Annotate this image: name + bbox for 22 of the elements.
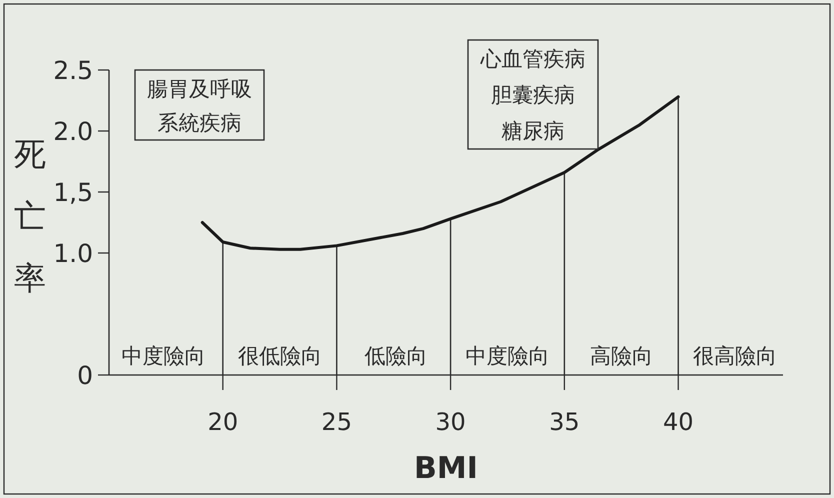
ytick: 0 — [77, 361, 93, 390]
xtick: 25 — [321, 408, 352, 436]
ylabel: 死亡率 — [14, 135, 46, 297]
annotation: 腸胃及呼吸系統疾病 — [147, 77, 252, 135]
x-axis-title: BMI — [414, 451, 478, 486]
ytick: 1,5 — [53, 178, 93, 207]
annotation: 很低險向 — [238, 344, 322, 368]
ytick: 1.0 — [53, 239, 93, 268]
ytick: 2.5 — [53, 56, 93, 85]
annotation: 中度險向 — [465, 344, 550, 368]
xtick: 35 — [549, 408, 580, 436]
annotation: 高險向 — [590, 344, 653, 368]
annotation: 胆囊疾病 — [491, 83, 575, 107]
annotation: 低險向 — [364, 344, 428, 368]
ytick: 2.0 — [53, 117, 93, 146]
xtick: 30 — [435, 408, 466, 436]
annotation: 心血管疾病 — [480, 47, 586, 71]
annotation: 中度險向 — [122, 344, 206, 368]
annotation: 糖尿病 — [502, 119, 564, 143]
xtick: 40 — [662, 408, 694, 436]
xtick: 20 — [208, 408, 238, 436]
annotation: 很高險向 — [693, 344, 778, 368]
